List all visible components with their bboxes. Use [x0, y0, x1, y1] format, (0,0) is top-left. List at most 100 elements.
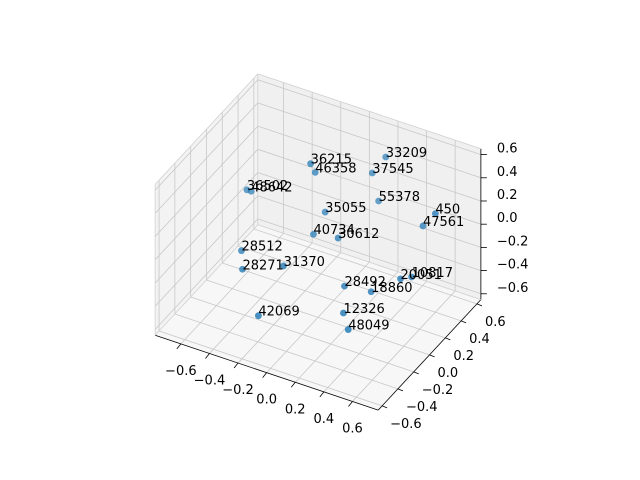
grid-line — [190, 296, 414, 373]
point — [382, 153, 390, 161]
x-tick-label: −0.2 — [222, 383, 254, 398]
z-tick-label: 0.2 — [497, 188, 518, 203]
grid-line — [222, 262, 446, 339]
point-label: 31370 — [284, 255, 325, 270]
point — [397, 275, 404, 283]
point-label: 33209 — [386, 146, 427, 161]
grid-line — [206, 279, 430, 356]
tick-mark — [319, 391, 325, 398]
z-tick-label: −0.2 — [497, 234, 529, 249]
y-tick-label: 0.0 — [438, 366, 459, 381]
grid-line — [154, 149, 259, 261]
point-label: 37545 — [372, 162, 413, 177]
point — [432, 210, 439, 218]
point-label: 10817 — [412, 266, 453, 281]
tick-mark — [476, 303, 483, 307]
tick-mark — [348, 401, 353, 407]
point-label: 30612 — [338, 227, 379, 242]
point-label: 47561 — [423, 215, 464, 230]
tick-mark — [262, 372, 267, 378]
point-label: 55378 — [379, 190, 420, 205]
grid-line — [174, 313, 399, 390]
point — [247, 187, 255, 195]
point-label: 35055 — [325, 201, 366, 216]
z-tick-label: 0.4 — [497, 165, 518, 180]
point — [368, 169, 376, 177]
x-tick-label: 0.4 — [314, 412, 335, 427]
point-label: 36215 — [311, 153, 352, 168]
grid-line — [154, 102, 259, 214]
tick-mark — [445, 337, 451, 341]
grid-line — [154, 172, 259, 284]
point — [238, 247, 245, 255]
x-tick-label: 0.2 — [285, 402, 306, 417]
point-label: 46358 — [315, 161, 356, 176]
point-label: 36502 — [247, 179, 288, 194]
point — [408, 273, 416, 281]
point — [334, 234, 342, 242]
grid-line — [257, 125, 482, 202]
grid-line — [253, 228, 478, 305]
point-label: 48642 — [251, 180, 292, 195]
point-label: 28492 — [344, 275, 385, 290]
point — [280, 262, 287, 270]
z-tick-label: 0.6 — [497, 142, 518, 157]
tick-mark — [233, 362, 239, 369]
tick-mark — [290, 382, 296, 388]
z-tick-label: −0.6 — [497, 281, 529, 296]
y-tick-label: 0.6 — [485, 315, 506, 330]
tick-mark — [413, 371, 419, 375]
grid-line — [257, 79, 482, 155]
point — [321, 208, 329, 216]
grid-line — [237, 245, 462, 322]
grid-line — [154, 79, 259, 191]
point-label: 18860 — [371, 281, 412, 296]
point-label: 42069 — [258, 305, 299, 320]
point — [239, 265, 246, 273]
x-tick-label: −0.6 — [165, 364, 197, 379]
point — [341, 282, 348, 290]
pane-edge — [257, 73, 482, 150]
x-tick-label: 0.6 — [342, 421, 363, 436]
point — [367, 288, 375, 296]
point — [310, 230, 317, 238]
y-tick-label: −0.4 — [406, 400, 438, 415]
point — [419, 222, 427, 230]
tick-mark — [397, 388, 404, 392]
point-label: 40734 — [313, 223, 354, 238]
point-label: 12326 — [343, 302, 384, 317]
point-label: 48049 — [348, 319, 389, 334]
point-label: 20051 — [401, 268, 442, 283]
point — [375, 197, 383, 205]
z-tick-label: 0.0 — [497, 211, 518, 226]
tick-mark — [460, 320, 467, 324]
point-label: 450 — [435, 203, 460, 218]
grid-line — [154, 218, 259, 330]
pane-edge — [257, 224, 482, 300]
y-tick-label: −0.2 — [422, 383, 454, 398]
y-tick-label: 0.2 — [453, 349, 474, 364]
tick-mark — [381, 405, 388, 409]
grid-line — [154, 125, 259, 237]
grid-line — [158, 330, 383, 407]
point — [307, 160, 315, 168]
y-tick-label: −0.6 — [390, 417, 422, 432]
tick-mark — [176, 343, 182, 350]
pane-edge — [154, 73, 259, 185]
y-axis-line — [377, 299, 482, 411]
grid-line — [257, 172, 482, 248]
grid-line — [257, 195, 482, 271]
point — [255, 312, 262, 320]
point — [311, 168, 319, 176]
grid-line — [154, 195, 259, 307]
tick-mark — [205, 353, 210, 359]
tick-mark — [429, 354, 435, 358]
y-tick-label: 0.4 — [469, 332, 490, 347]
point-label: 28271 — [242, 258, 283, 273]
point — [344, 326, 352, 333]
grid-line — [257, 148, 482, 225]
point — [340, 309, 347, 317]
grid-line — [257, 102, 482, 179]
